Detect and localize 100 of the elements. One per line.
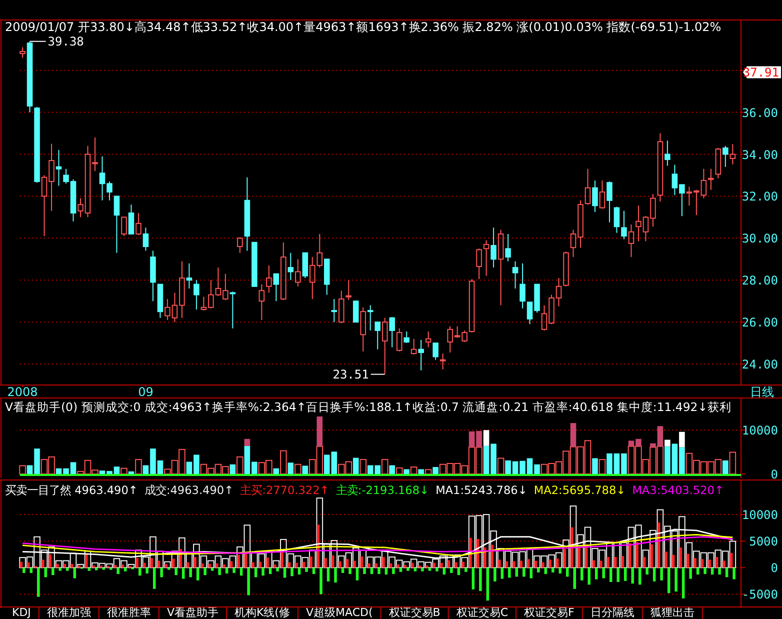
bar xyxy=(421,568,424,572)
bar xyxy=(22,568,26,573)
bar xyxy=(58,568,62,571)
annotation: KDJ xyxy=(12,606,31,619)
bar xyxy=(566,568,569,577)
bar xyxy=(262,568,264,576)
bar xyxy=(650,544,653,568)
bar xyxy=(66,568,69,571)
bar xyxy=(450,568,453,573)
y-tick-label: 28.00 xyxy=(742,274,778,288)
annotation: 权证交易F xyxy=(523,606,574,619)
bar xyxy=(592,560,595,568)
y-tick-label: 5000 xyxy=(749,534,778,549)
bar xyxy=(196,568,200,580)
bar xyxy=(616,568,620,582)
bar xyxy=(710,568,714,575)
bar xyxy=(363,568,366,574)
bar xyxy=(160,568,163,578)
bar xyxy=(508,568,511,578)
bar xyxy=(326,568,330,582)
bar xyxy=(152,568,156,589)
bar xyxy=(498,560,501,568)
bar xyxy=(210,568,214,571)
bar xyxy=(116,568,120,574)
y-tick-label: 0 xyxy=(770,468,778,482)
bar xyxy=(479,568,482,592)
bar xyxy=(356,568,359,580)
bar xyxy=(436,568,438,572)
annotation: 很准加强 xyxy=(46,606,91,619)
bar xyxy=(570,446,577,475)
bar xyxy=(472,568,475,590)
bar xyxy=(204,568,206,576)
bar xyxy=(247,568,250,596)
bar xyxy=(573,568,576,589)
bar xyxy=(52,568,54,576)
bar xyxy=(150,558,153,568)
bar xyxy=(124,568,127,572)
chart-title: 买卖一目了然 4963.490↑ xyxy=(5,484,138,497)
bar xyxy=(725,568,728,578)
bar xyxy=(244,438,250,446)
bar xyxy=(464,568,468,572)
bar xyxy=(578,547,580,568)
bar xyxy=(138,568,142,576)
bar xyxy=(406,568,410,571)
x-tick-label: 2008 xyxy=(7,385,38,399)
bar xyxy=(689,568,692,579)
bar xyxy=(494,568,496,582)
line-series xyxy=(22,528,734,559)
bar xyxy=(664,440,670,446)
bar xyxy=(652,568,656,582)
bar xyxy=(660,568,663,580)
bar xyxy=(194,557,196,568)
bar xyxy=(414,568,417,572)
bar xyxy=(182,568,185,579)
text: 主卖:-2193.168↓ xyxy=(336,484,429,497)
bar xyxy=(157,560,160,568)
bar xyxy=(88,568,91,571)
bar xyxy=(563,549,566,568)
bar xyxy=(674,568,678,592)
bar xyxy=(520,560,523,568)
bar xyxy=(718,568,721,575)
bar xyxy=(316,416,323,446)
bar xyxy=(42,560,44,568)
bar xyxy=(428,568,432,571)
bar xyxy=(442,568,446,575)
y-tick-label: 32.00 xyxy=(742,190,778,204)
y-tick-label: 10000 xyxy=(742,508,778,522)
bar xyxy=(679,432,685,448)
bar xyxy=(588,568,590,585)
bar xyxy=(638,568,642,585)
annotation: 很准胜率 xyxy=(106,606,151,619)
y-tick-label: 26.00 xyxy=(742,316,778,330)
bar xyxy=(146,568,148,574)
text: 日线 xyxy=(750,385,774,399)
bar xyxy=(664,552,668,568)
bar xyxy=(602,568,605,578)
bar xyxy=(609,568,612,582)
x-tick-label: 09 xyxy=(138,385,154,399)
chart-subtitle: 2009/01/07 开33.80↓高34.48↑低33.52↑收34.00↑量4963↑额1693↑换2.36% 振2.82% 涨(0.01)0.03% 指数(-69.51)-1.02% xyxy=(5,20,722,34)
bar xyxy=(515,568,518,577)
bar xyxy=(348,568,352,574)
bar xyxy=(522,568,526,577)
bar xyxy=(667,568,670,594)
bar xyxy=(530,568,533,578)
y-tick-label: 36.00 xyxy=(742,106,778,120)
bar xyxy=(537,568,540,572)
bar xyxy=(527,559,530,568)
bar xyxy=(218,568,221,576)
y-tick-label: 30.00 xyxy=(742,232,778,246)
bar xyxy=(646,568,648,575)
bar xyxy=(486,568,490,601)
bar xyxy=(621,556,624,568)
bar xyxy=(334,568,337,583)
y-tick-label: -5000 xyxy=(742,588,778,602)
bar xyxy=(37,568,40,597)
bar xyxy=(512,561,516,568)
bar xyxy=(370,568,374,574)
bar xyxy=(606,557,610,568)
y-tick-label: 24.00 xyxy=(742,358,778,372)
annotation: 23.51 xyxy=(332,367,369,382)
